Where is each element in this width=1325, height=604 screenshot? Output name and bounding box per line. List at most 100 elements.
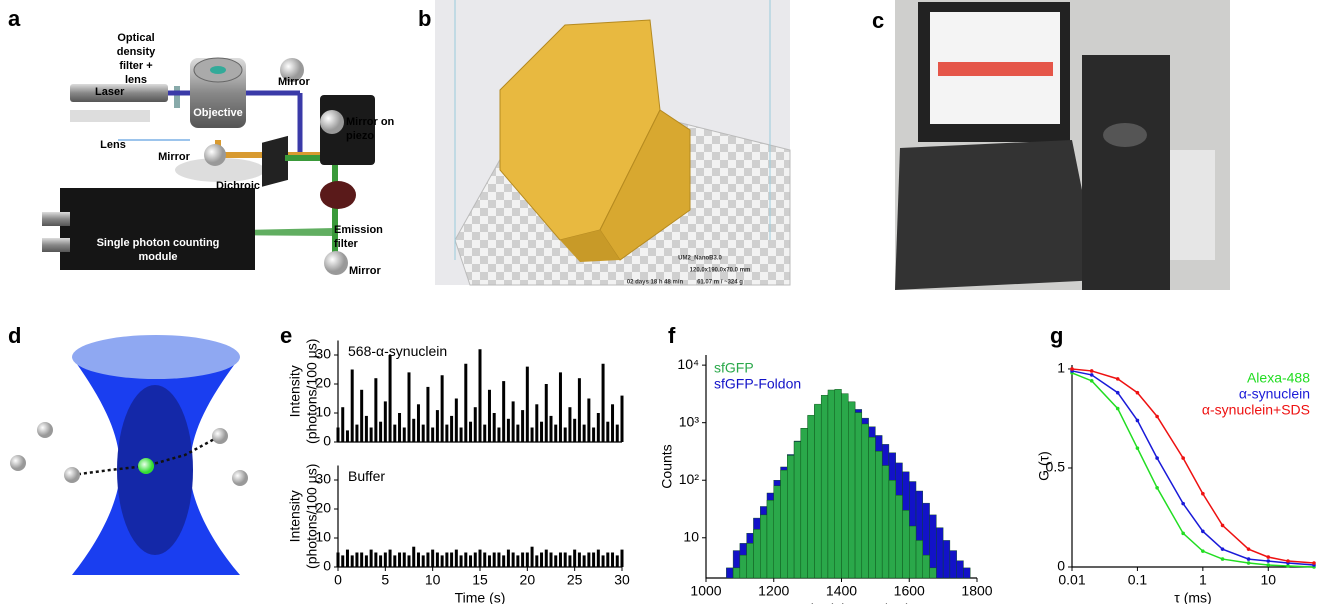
histogram-bar bbox=[916, 540, 923, 578]
x-tick-label: 30 bbox=[614, 572, 630, 588]
annotation: 568-α-synuclein bbox=[348, 343, 447, 359]
diagram-label: density bbox=[117, 46, 156, 58]
histogram-bar bbox=[808, 415, 815, 578]
x-tick-label: 10 bbox=[1260, 572, 1276, 588]
data-point bbox=[1155, 486, 1159, 490]
data-point bbox=[1116, 407, 1120, 411]
data-point bbox=[1116, 377, 1120, 381]
model-info: 61.07 m / ~324 g bbox=[697, 280, 743, 286]
histogram-bar bbox=[753, 529, 760, 578]
data-point bbox=[1155, 415, 1159, 419]
histogram-bar bbox=[787, 455, 794, 578]
x-axis-label: Time (s) bbox=[455, 590, 506, 604]
diagram-label: module bbox=[138, 251, 177, 263]
histogram-bar bbox=[781, 470, 788, 578]
data-point bbox=[1266, 563, 1270, 567]
diagram-label: Optical bbox=[117, 32, 154, 44]
figure: abcdefgOpticaldensityfilter +lensMirrorL… bbox=[0, 0, 1325, 604]
diagram-label: piezo bbox=[346, 130, 374, 142]
y-tick-label: 0 bbox=[323, 558, 331, 574]
model-info: UM2_NanoB3.0 bbox=[678, 256, 722, 262]
data-point bbox=[1136, 419, 1140, 423]
x-tick-label: 0 bbox=[334, 572, 342, 588]
y-tick-label: 10³ bbox=[679, 413, 700, 429]
x-tick-label: 1200 bbox=[758, 583, 789, 599]
histogram-bar bbox=[950, 551, 957, 578]
panel-label: g bbox=[1050, 323, 1063, 348]
data-point bbox=[1247, 557, 1251, 561]
diagram-label: Lens bbox=[100, 139, 126, 151]
y-axis-label: G (τ) bbox=[1036, 451, 1052, 481]
y-axis-label: Counts bbox=[659, 444, 675, 488]
x-tick-label: 1400 bbox=[826, 583, 857, 599]
diagram-label: Mirror on bbox=[346, 116, 395, 128]
data-point bbox=[1247, 547, 1251, 551]
panel-label: d bbox=[8, 323, 21, 348]
histogram-bar bbox=[814, 404, 821, 578]
diagram-label: Mirror bbox=[158, 151, 191, 163]
data-point bbox=[1221, 547, 1225, 551]
data-point bbox=[1155, 456, 1159, 460]
diagram-label: Single photon counting bbox=[97, 237, 220, 249]
y-axis-label: (photons/100 μs) bbox=[304, 339, 320, 444]
x-axis-label: τ (ms) bbox=[1174, 590, 1211, 604]
y-tick-label: 0 bbox=[323, 433, 331, 449]
x-tick-label: 0.01 bbox=[1058, 572, 1085, 588]
x-tick-label: 25 bbox=[567, 572, 583, 588]
model-info: 120.0x190.0x70.0 mm bbox=[690, 268, 751, 274]
histogram-bar bbox=[855, 413, 862, 578]
histogram-bar bbox=[896, 495, 903, 578]
data-point bbox=[1286, 559, 1290, 563]
y-axis-label: Intensity bbox=[287, 490, 303, 542]
x-tick-label: 1000 bbox=[690, 583, 721, 599]
histogram-bar bbox=[930, 568, 937, 578]
histogram-bar bbox=[848, 402, 855, 578]
histogram-bar bbox=[889, 480, 896, 578]
diagram-label: Mirror bbox=[278, 76, 311, 88]
histogram-bar bbox=[902, 510, 909, 578]
x-tick-label: 5 bbox=[381, 572, 389, 588]
panel-label: b bbox=[418, 6, 431, 31]
histogram-bar bbox=[923, 555, 930, 578]
histogram-bar bbox=[909, 526, 916, 578]
histogram-bar bbox=[957, 561, 964, 578]
histogram-bar bbox=[801, 428, 808, 578]
x-tick-label: 1600 bbox=[894, 583, 925, 599]
x-tick-label: 0.1 bbox=[1128, 572, 1148, 588]
data-point bbox=[1201, 492, 1205, 496]
data-point bbox=[1070, 367, 1074, 371]
histogram-bar bbox=[882, 466, 889, 578]
data-point bbox=[1312, 561, 1316, 565]
histogram-bar bbox=[747, 543, 754, 578]
histogram-bar bbox=[767, 500, 774, 578]
panel-d-drawing bbox=[10, 335, 248, 575]
x-tick-label: 1800 bbox=[961, 583, 992, 599]
data-point bbox=[1090, 373, 1094, 377]
x-tick-label: 15 bbox=[472, 572, 488, 588]
histogram-bar bbox=[774, 486, 781, 578]
legend-entry: Alexa-488 bbox=[1247, 370, 1310, 386]
panel-c-drawing bbox=[895, 0, 1230, 290]
histogram-bar bbox=[963, 568, 970, 578]
data-point bbox=[1181, 532, 1185, 536]
diagram-label: Objective bbox=[193, 107, 243, 119]
diagram-label: Emission bbox=[334, 224, 383, 236]
legend-entry: sfGFP bbox=[714, 360, 754, 376]
data-point bbox=[1090, 379, 1094, 383]
legend-entry: α-synuclein+SDS bbox=[1202, 402, 1310, 418]
y-tick-label: 10² bbox=[679, 471, 700, 487]
panel-label: c bbox=[872, 8, 884, 33]
diagram-label: Dichroic bbox=[216, 180, 260, 192]
histogram-bar bbox=[828, 390, 835, 578]
y-axis-label: (photons/100 μs) bbox=[304, 464, 320, 569]
histogram-bar bbox=[726, 568, 733, 578]
histogram-bar bbox=[794, 442, 801, 578]
y-tick-label: 10⁴ bbox=[677, 356, 699, 372]
data-point bbox=[1266, 559, 1270, 563]
histogram-bar bbox=[740, 555, 747, 578]
annotation: Buffer bbox=[348, 468, 385, 484]
legend-entry: sfGFP-Foldon bbox=[714, 376, 801, 392]
diagram-label: Laser bbox=[95, 86, 125, 98]
panel-label: f bbox=[668, 323, 676, 348]
histogram-bar bbox=[733, 568, 740, 578]
